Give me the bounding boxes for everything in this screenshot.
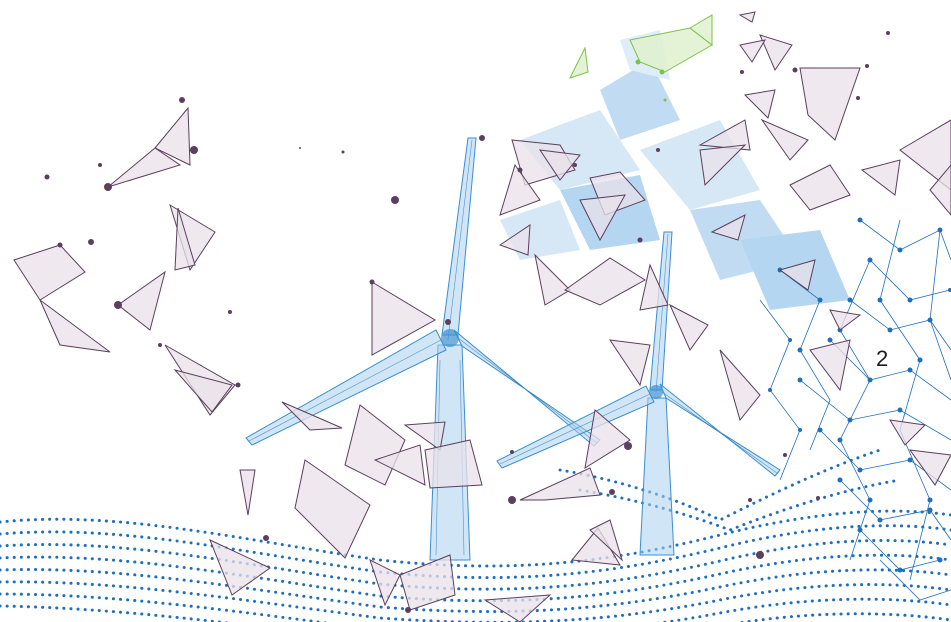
green-triangle-shards [569, 14, 713, 79]
wind-turbine-small [496, 231, 781, 556]
purple-triangle-shards [13, 11, 951, 622]
blue-network-nodes [768, 217, 951, 573]
blue-network-mesh [759, 219, 951, 601]
purple-dots [44, 31, 890, 613]
slide-page-number: 2 [876, 346, 889, 371]
green-dots [635, 59, 667, 102]
